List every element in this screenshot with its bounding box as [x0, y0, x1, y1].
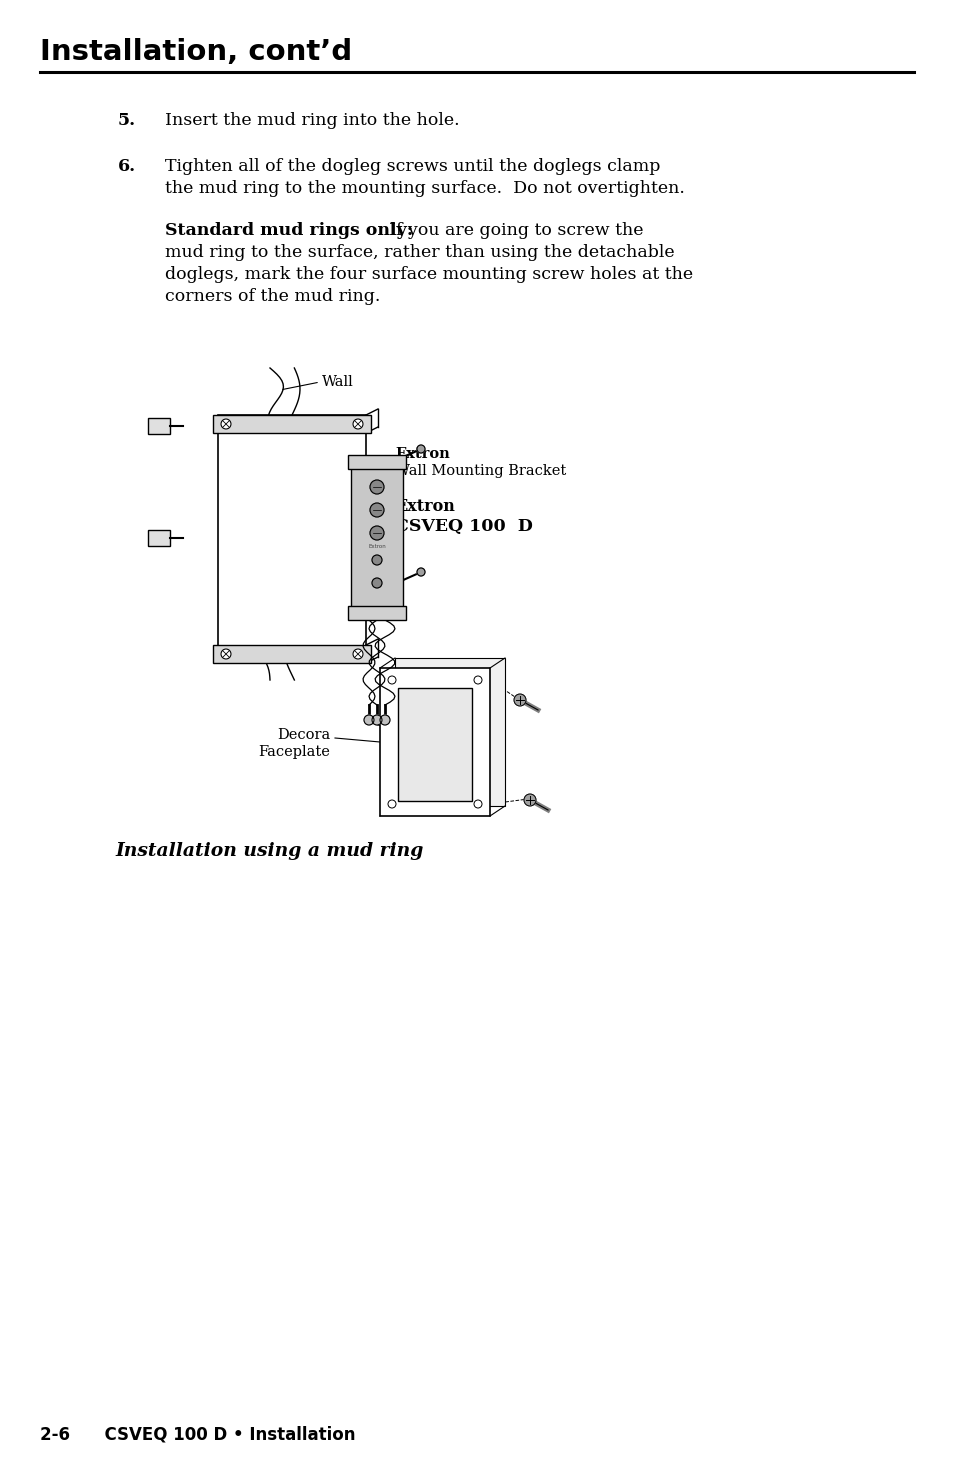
Circle shape	[372, 555, 381, 565]
Text: Extron: Extron	[395, 447, 449, 462]
Text: Standard mud rings only:: Standard mud rings only:	[165, 223, 413, 239]
Text: Extron: Extron	[368, 544, 385, 550]
Text: Decora: Decora	[276, 729, 330, 742]
Text: 6.: 6.	[118, 158, 136, 176]
Bar	[397, 687, 472, 801]
Circle shape	[474, 676, 481, 684]
Text: mud ring to the surface, rather than using the detachable: mud ring to the surface, rather than usi…	[165, 243, 674, 261]
Bar	[348, 454, 406, 469]
Circle shape	[370, 479, 384, 494]
Circle shape	[379, 715, 390, 726]
Text: corners of the mud ring.: corners of the mud ring.	[165, 288, 380, 305]
Bar	[218, 414, 366, 662]
Text: Wall: Wall	[322, 375, 354, 389]
Circle shape	[221, 649, 231, 659]
Bar	[395, 658, 504, 805]
Circle shape	[353, 649, 363, 659]
Text: Tighten all of the dogleg screws until the doglegs clamp: Tighten all of the dogleg screws until t…	[165, 158, 659, 176]
Circle shape	[353, 419, 363, 429]
Text: Installation using a mud ring: Installation using a mud ring	[115, 842, 423, 860]
Bar	[348, 606, 406, 619]
Circle shape	[372, 578, 381, 589]
Text: Faceplate: Faceplate	[258, 745, 330, 760]
Circle shape	[221, 419, 231, 429]
Circle shape	[372, 715, 381, 726]
Text: CSVEQ 100  D: CSVEQ 100 D	[395, 518, 533, 535]
Circle shape	[388, 676, 395, 684]
Circle shape	[364, 715, 374, 726]
Bar	[379, 668, 490, 816]
Circle shape	[474, 799, 481, 808]
Text: the mud ring to the mounting surface.  Do not overtighten.: the mud ring to the mounting surface. Do…	[165, 180, 684, 198]
Text: Extron: Extron	[395, 499, 455, 515]
Bar	[148, 530, 170, 546]
Circle shape	[370, 503, 384, 518]
Bar	[351, 465, 402, 611]
Text: 5.: 5.	[118, 112, 136, 128]
Circle shape	[416, 445, 424, 453]
Bar	[213, 645, 371, 662]
Circle shape	[370, 527, 384, 540]
Text: doglegs, mark the four surface mounting screw holes at the: doglegs, mark the four surface mounting …	[165, 266, 693, 283]
Text: If you are going to screw the: If you are going to screw the	[377, 223, 643, 239]
Circle shape	[523, 794, 536, 805]
Text: Insert the mud ring into the hole.: Insert the mud ring into the hole.	[165, 112, 459, 128]
Circle shape	[388, 799, 395, 808]
Circle shape	[514, 695, 525, 707]
Text: 2-6      CSVEQ 100 D • Installation: 2-6 CSVEQ 100 D • Installation	[40, 1426, 355, 1444]
Circle shape	[416, 568, 424, 577]
Bar	[213, 414, 371, 434]
Bar	[148, 417, 170, 434]
Text: Installation, cont’d: Installation, cont’d	[40, 38, 352, 66]
Text: Wall Mounting Bracket: Wall Mounting Bracket	[395, 465, 566, 478]
